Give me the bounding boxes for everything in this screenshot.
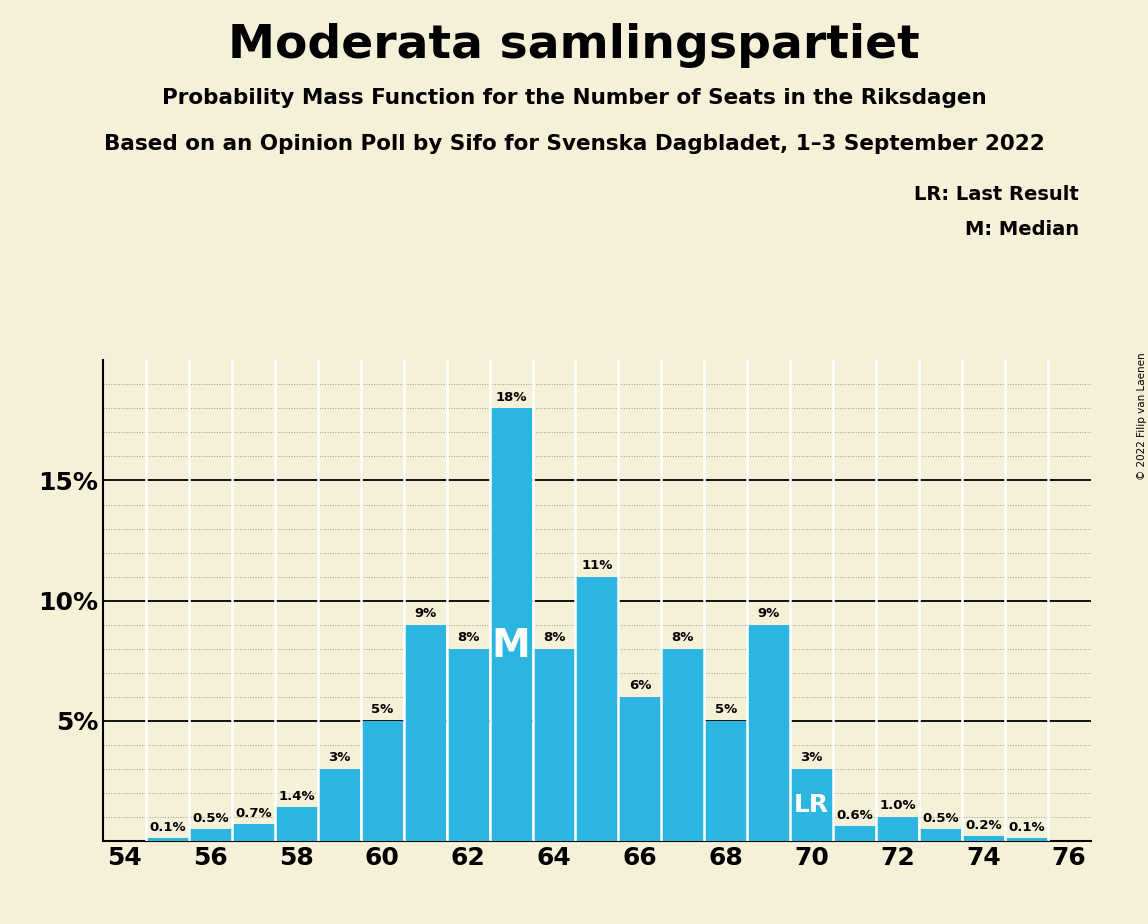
Text: 8%: 8% — [672, 631, 695, 644]
Bar — [362, 721, 403, 841]
Bar — [404, 625, 447, 841]
Text: 5%: 5% — [371, 703, 394, 716]
Bar — [147, 838, 188, 841]
Text: 8%: 8% — [543, 631, 565, 644]
Text: Probability Mass Function for the Number of Seats in the Riksdagen: Probability Mass Function for the Number… — [162, 88, 986, 108]
Text: 3%: 3% — [800, 751, 823, 764]
Text: © 2022 Filip van Laenen: © 2022 Filip van Laenen — [1138, 352, 1147, 480]
Bar — [318, 769, 360, 841]
Text: M: Median: M: Median — [965, 220, 1079, 239]
Text: 0.7%: 0.7% — [235, 807, 272, 820]
Bar — [962, 836, 1004, 841]
Text: 0.6%: 0.6% — [836, 809, 872, 822]
Text: 1.4%: 1.4% — [278, 790, 315, 803]
Text: 18%: 18% — [495, 391, 527, 404]
Bar — [920, 829, 961, 841]
Text: 11%: 11% — [581, 559, 613, 572]
Text: 6%: 6% — [629, 679, 651, 692]
Text: 0.1%: 0.1% — [1008, 821, 1045, 834]
Text: 0.5%: 0.5% — [193, 811, 228, 824]
Text: 0.1%: 0.1% — [149, 821, 186, 834]
Text: LR: LR — [794, 793, 829, 817]
Bar — [576, 577, 618, 841]
Bar — [705, 721, 746, 841]
Bar — [276, 808, 318, 841]
Bar — [1006, 838, 1047, 841]
Bar — [490, 408, 533, 841]
Bar — [233, 824, 274, 841]
Text: M: M — [491, 627, 530, 665]
Bar — [833, 826, 876, 841]
Text: 9%: 9% — [414, 607, 436, 620]
Text: LR: Last Result: LR: Last Result — [914, 185, 1079, 204]
Text: Moderata samlingspartiet: Moderata samlingspartiet — [228, 23, 920, 68]
Text: 0.2%: 0.2% — [965, 819, 1001, 832]
Text: 1.0%: 1.0% — [879, 799, 916, 812]
Bar — [619, 697, 661, 841]
Bar — [791, 769, 832, 841]
Bar — [661, 649, 704, 841]
Bar — [533, 649, 575, 841]
Text: 8%: 8% — [457, 631, 480, 644]
Text: Based on an Opinion Poll by Sifo for Svenska Dagbladet, 1–3 September 2022: Based on an Opinion Poll by Sifo for Sve… — [103, 134, 1045, 154]
Text: 3%: 3% — [328, 751, 350, 764]
Bar — [448, 649, 489, 841]
Text: 5%: 5% — [714, 703, 737, 716]
Text: 0.5%: 0.5% — [922, 811, 959, 824]
Bar — [747, 625, 790, 841]
Bar — [189, 829, 232, 841]
Text: 9%: 9% — [758, 607, 779, 620]
Bar — [876, 817, 918, 841]
